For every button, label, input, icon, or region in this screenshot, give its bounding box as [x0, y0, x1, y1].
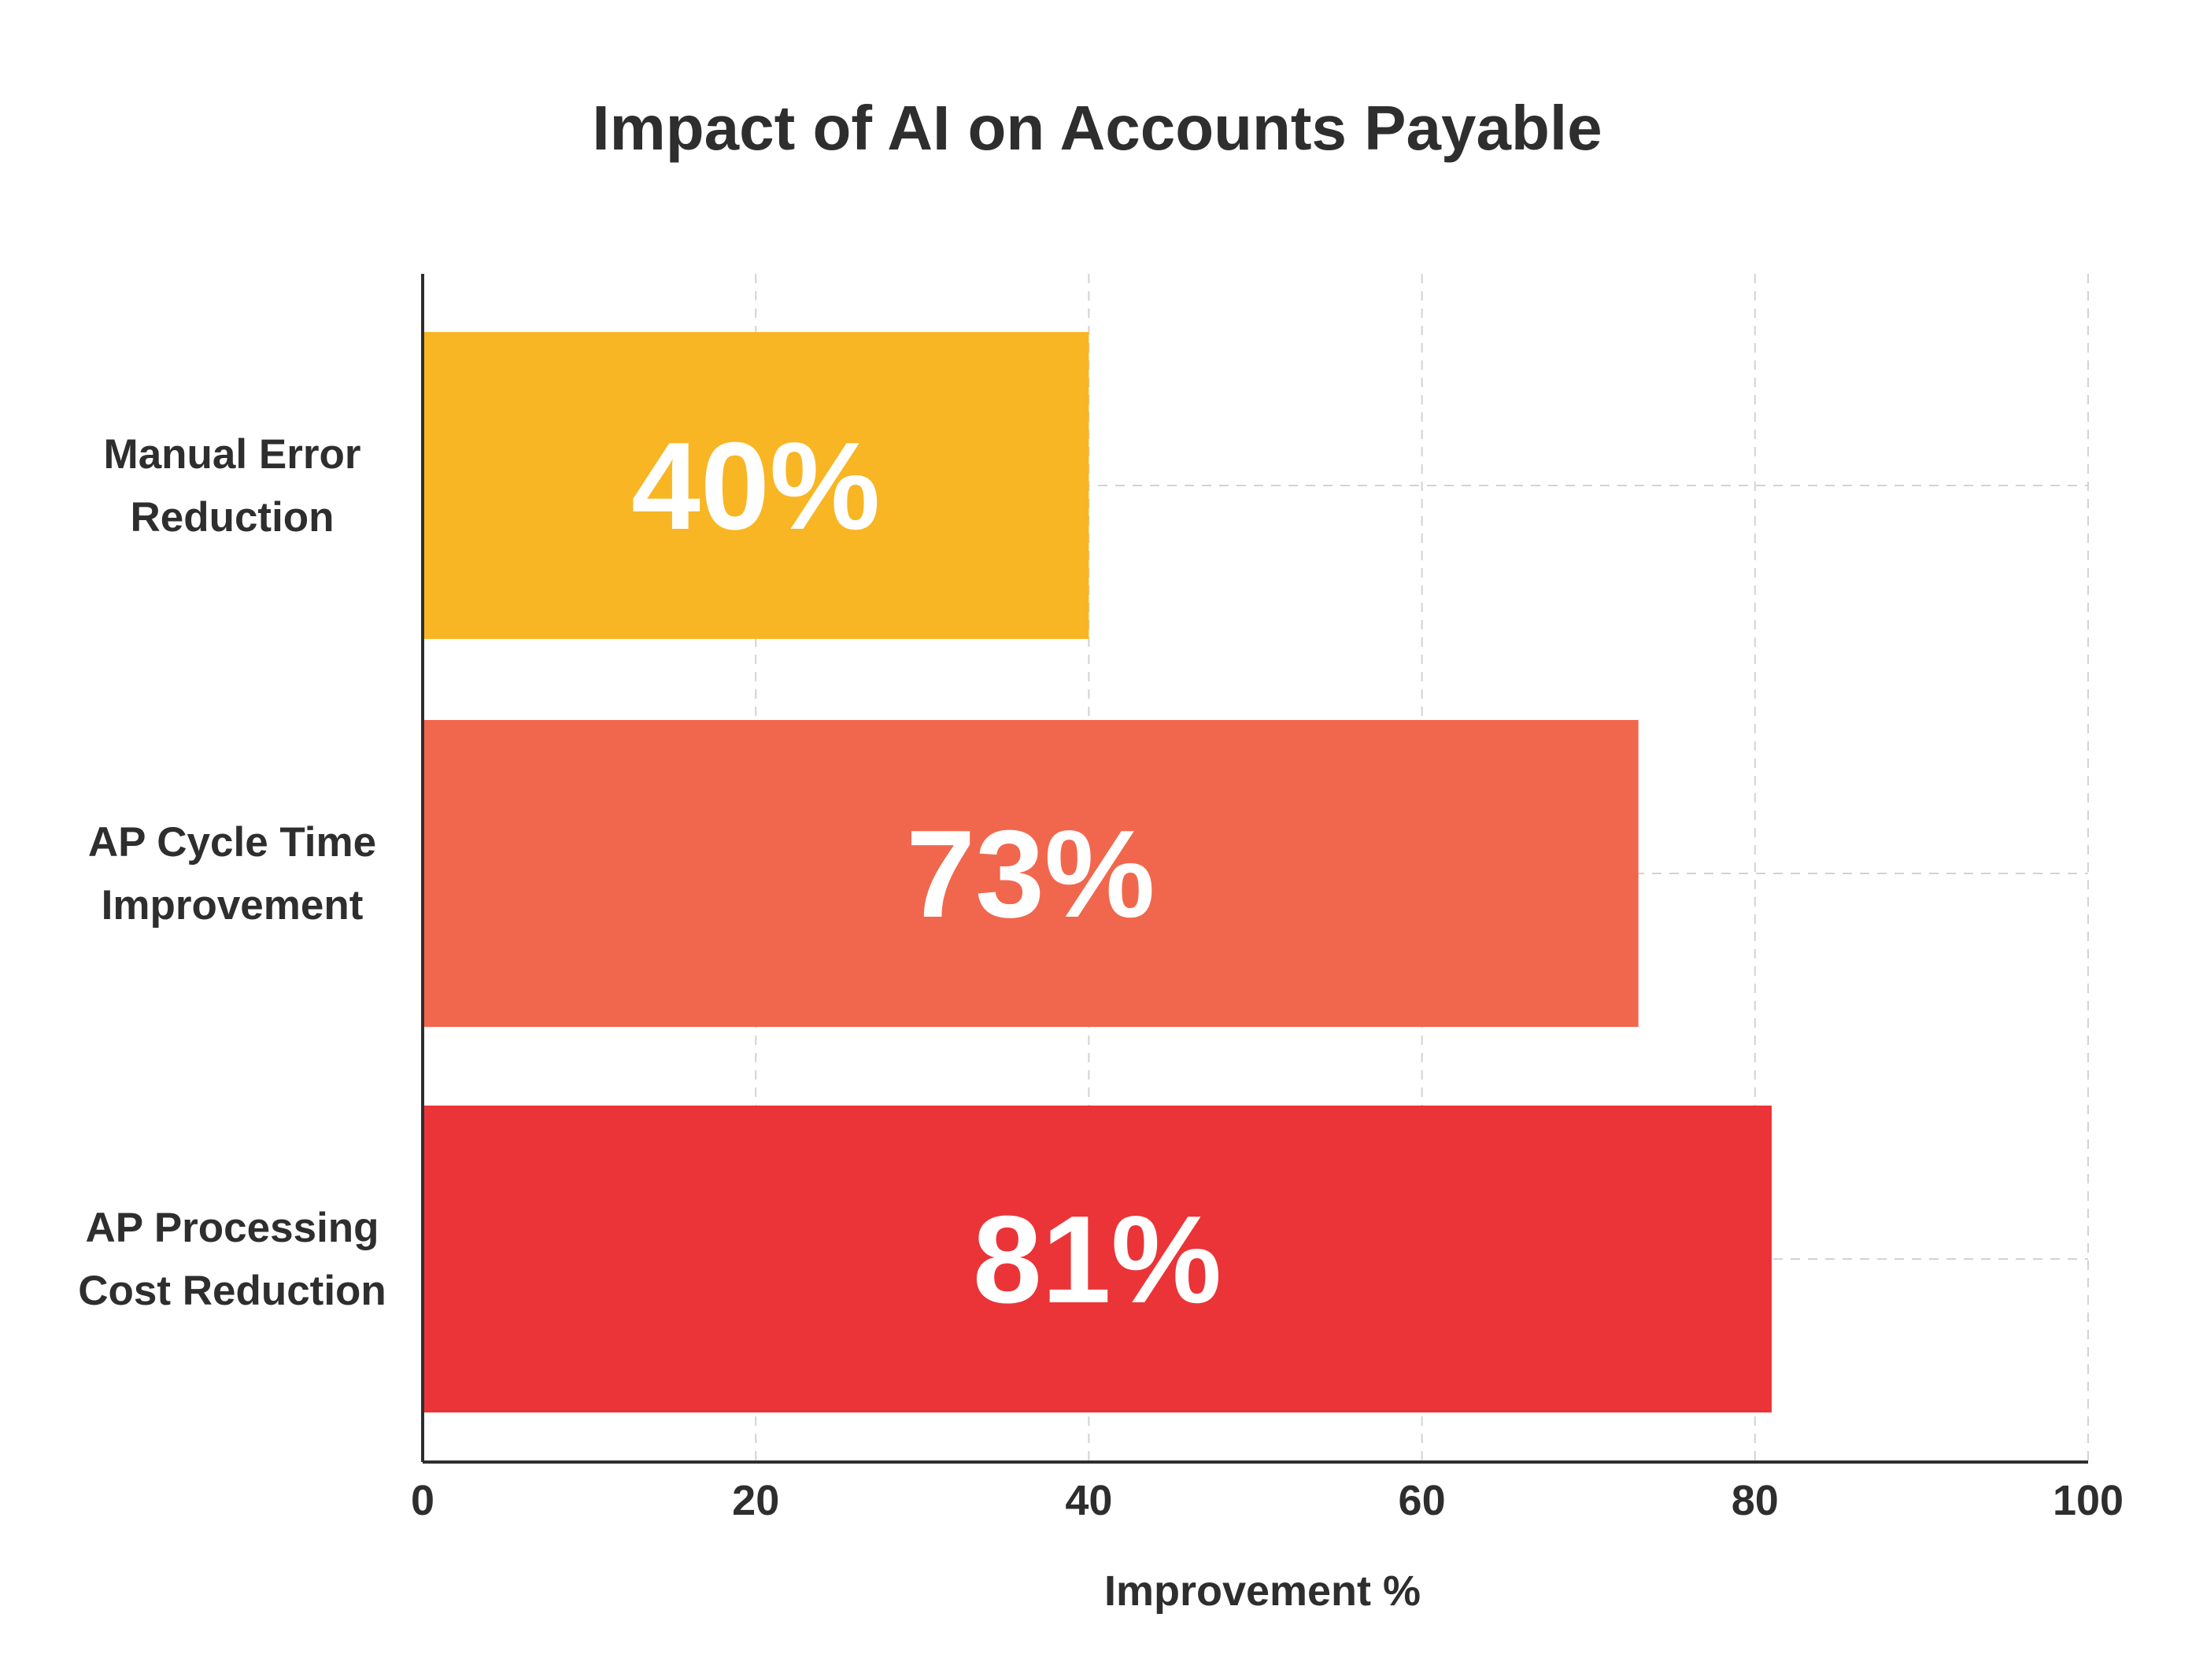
y-category-label: Improvement — [102, 882, 364, 929]
x-tick-label: 80 — [1732, 1477, 1779, 1524]
bar-value-label: 81% — [973, 1191, 1222, 1329]
x-tick-label: 0 — [411, 1477, 434, 1524]
bar — [423, 720, 1639, 1027]
x-tick-label: 60 — [1399, 1477, 1446, 1524]
x-axis-title: Improvement % — [1104, 1567, 1421, 1615]
bar-value-label: 40% — [631, 417, 880, 556]
y-category-label: Reduction — [130, 494, 334, 541]
bar — [423, 1106, 1772, 1412]
x-tick-label: 20 — [732, 1477, 779, 1524]
labels: 0 20 40 60 80 100 40% Manual Error Reduction 73% A… — [78, 417, 2124, 1524]
y-category-label: Manual Error — [104, 431, 361, 478]
bar-value-label: 73% — [906, 805, 1155, 943]
y-category-label: AP Processing — [85, 1205, 379, 1251]
bar — [423, 332, 1089, 639]
axes — [421, 274, 2088, 1464]
y-category-label: Cost Reduction — [78, 1268, 386, 1314]
y-category-label: AP Cycle Time — [88, 819, 376, 866]
chart-title: Impact of AI on Accounts Payable — [592, 93, 1602, 163]
bars — [423, 332, 1772, 1412]
x-tick-label: 100 — [2053, 1477, 2124, 1524]
x-tick-label: 40 — [1065, 1477, 1112, 1524]
